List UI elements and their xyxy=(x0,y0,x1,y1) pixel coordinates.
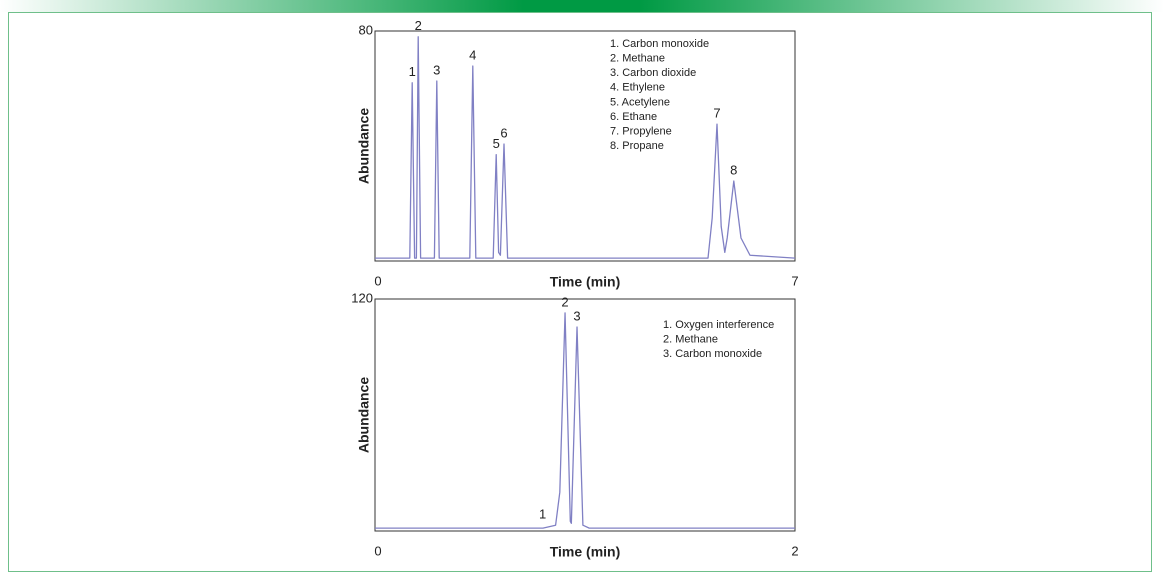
peak-label: 1 xyxy=(539,507,546,522)
peak-label: 3 xyxy=(573,308,580,323)
peak-label: 5 xyxy=(493,136,500,151)
y-tick-label: 80 xyxy=(359,22,373,37)
x-tick-label: 0 xyxy=(374,273,381,288)
trace xyxy=(375,36,796,259)
legend-entry: 5. Acetylene xyxy=(610,96,670,108)
legend-entry: 2. Methane xyxy=(610,53,665,65)
trace xyxy=(375,312,795,529)
peak-label: 2 xyxy=(561,294,568,309)
legend-entry: 3. Carbon dioxide xyxy=(610,67,696,79)
peak-label: 6 xyxy=(500,125,507,140)
legend-entry: 7. Propylene xyxy=(610,126,672,138)
plot-area xyxy=(374,30,796,262)
y-axis-label: Abundance xyxy=(356,377,372,453)
legend-entry: 6. Ethane xyxy=(610,111,657,123)
frame xyxy=(8,12,1152,572)
peak-label: 8 xyxy=(730,163,737,178)
legend-entry: 1. Oxygen interference xyxy=(663,319,774,331)
y-axis-label: Abundance xyxy=(356,108,372,184)
x-tick-label: 7 xyxy=(791,273,798,288)
x-tick-label: 0 xyxy=(374,543,381,558)
x-tick-label: 2 xyxy=(791,543,798,558)
peak-label: 1 xyxy=(409,64,416,79)
y-tick-label: 120 xyxy=(351,290,373,305)
legend-entry: 2. Methane xyxy=(663,334,718,346)
peak-label: 4 xyxy=(469,48,476,63)
legend-entry: 3. Carbon monoxide xyxy=(663,348,762,360)
top-bar xyxy=(0,0,1164,12)
x-axis-label: Time (min) xyxy=(550,544,621,560)
peak-label: 3 xyxy=(433,62,440,77)
legend-entry: 4. Ethylene xyxy=(610,82,665,94)
peak-label: 2 xyxy=(415,18,422,33)
legend-entry: 1. Carbon monoxide xyxy=(610,38,709,50)
peak-label: 7 xyxy=(713,106,720,121)
x-axis-label: Time (min) xyxy=(550,274,621,290)
plot-area xyxy=(374,298,796,532)
legend-entry: 8. Propane xyxy=(610,140,664,152)
